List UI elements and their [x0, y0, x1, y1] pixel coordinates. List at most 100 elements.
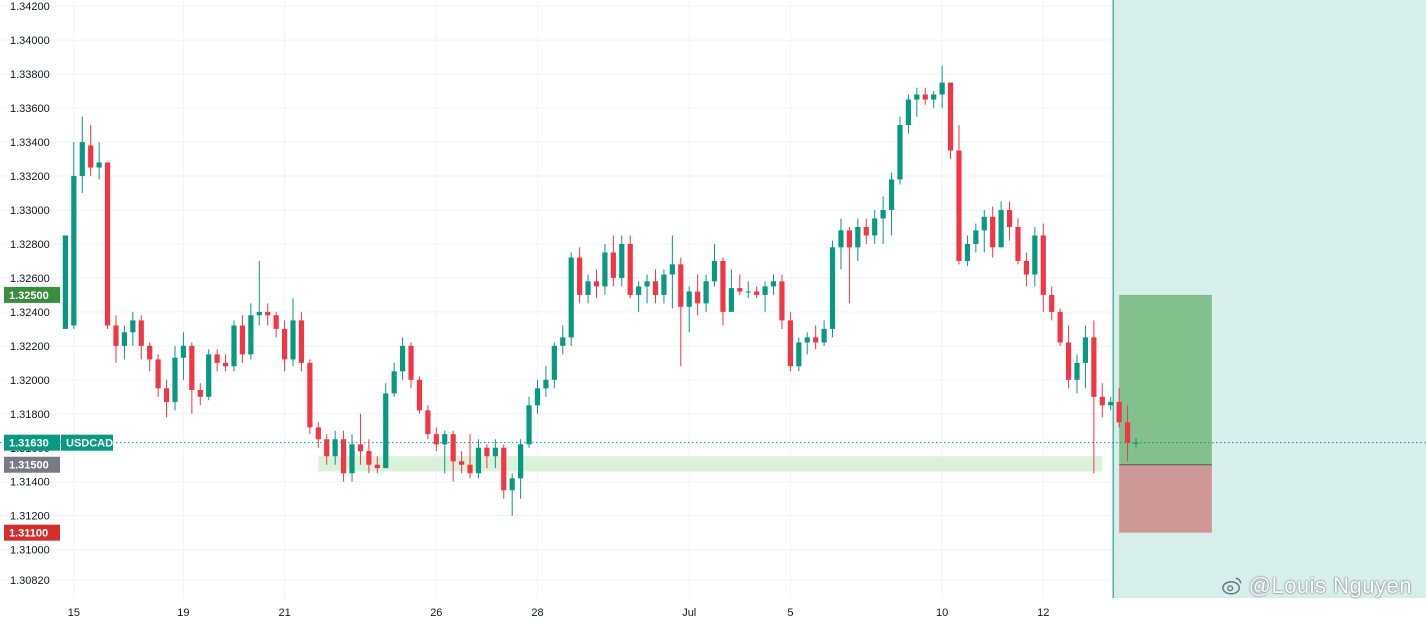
- candle-body: [1116, 401, 1122, 423]
- candle-body: [492, 447, 498, 457]
- candle-body: [1049, 294, 1055, 312]
- candle-body: [956, 150, 962, 261]
- y-tick-label: 1.34200: [10, 1, 50, 13]
- y-tick-label: 1.31200: [10, 511, 50, 523]
- level-badge: 1.31100: [9, 528, 48, 540]
- candle-body: [256, 311, 262, 316]
- candle-body: [779, 281, 785, 321]
- candle-body: [770, 281, 777, 287]
- candle-body: [661, 274, 667, 295]
- candle-body: [543, 379, 549, 389]
- candle-body: [1057, 311, 1063, 343]
- candle-body: [720, 260, 726, 312]
- x-tick-label: 21: [278, 607, 290, 619]
- target-zone: [1119, 294, 1212, 465]
- candle-body: [349, 444, 355, 474]
- candle-body: [248, 315, 254, 355]
- candle-body: [442, 434, 448, 445]
- candle-body: [96, 162, 102, 168]
- candle-body: [104, 162, 111, 326]
- candle-body: [163, 388, 170, 402]
- y-tick-label: 1.31400: [10, 477, 50, 489]
- candle-body: [332, 439, 338, 457]
- candle-body: [787, 320, 793, 367]
- candle-body: [357, 444, 364, 452]
- x-tick-label: 26: [430, 607, 442, 619]
- candle-body: [931, 94, 937, 100]
- candle-body: [990, 216, 996, 248]
- candle-body: [383, 393, 389, 469]
- candle-body: [416, 379, 423, 411]
- candle-body: [829, 247, 836, 329]
- candle-body: [1124, 422, 1131, 443]
- x-tick-label: 12: [1037, 607, 1049, 619]
- level-badge-bg: [4, 524, 60, 541]
- stop-zone: [1119, 464, 1212, 533]
- candle-body: [189, 345, 195, 391]
- candle-body: [762, 286, 768, 295]
- candle-body: [231, 325, 237, 367]
- candle-body: [265, 311, 271, 316]
- candle-body: [703, 281, 709, 304]
- candle-body: [1065, 342, 1072, 380]
- symbol-badge-bg: [61, 434, 113, 451]
- candle-body: [905, 99, 911, 126]
- candle-body: [1006, 209, 1013, 227]
- y-tick-label: 1.33400: [10, 137, 50, 149]
- candle-body: [433, 434, 439, 445]
- candle-body: [821, 328, 827, 343]
- x-axis: 15 19 21 26 28 Jul 5 10 12: [68, 607, 1050, 619]
- candle-body: [374, 464, 380, 469]
- candle-body: [560, 337, 566, 346]
- y-tick-label: 1.32600: [10, 273, 50, 285]
- candle-body: [838, 230, 844, 248]
- candle-body: [450, 434, 456, 462]
- candle-body: [644, 281, 650, 287]
- candle-body: [180, 345, 187, 358]
- candle-body: [518, 444, 524, 479]
- candle-body: [79, 142, 85, 177]
- y-tick-label: 1.34000: [10, 35, 50, 47]
- candle-body: [475, 447, 482, 474]
- candle-body: [509, 478, 515, 491]
- candle-body: [222, 362, 229, 367]
- price-badges: 1.32500 1.31500 1.31100 1.31630 USDCAD: [4, 286, 113, 541]
- candle-body: [467, 464, 473, 474]
- candle-body: [501, 447, 507, 491]
- candle-body: [813, 337, 819, 343]
- candle-body: [619, 243, 625, 278]
- candle-body: [652, 281, 659, 295]
- candle-body: [408, 345, 414, 380]
- x-tick-label: 10: [936, 607, 948, 619]
- x-tick-label: 5: [787, 607, 793, 619]
- y-tick-label: 1.33600: [10, 103, 50, 115]
- candle-body: [846, 230, 852, 248]
- candle-body: [973, 230, 979, 244]
- candle-body: [1108, 401, 1114, 406]
- candle-body: [239, 325, 246, 355]
- candle-body: [214, 354, 220, 363]
- candle-body: [1074, 362, 1080, 380]
- candles: [62, 65, 1139, 516]
- candle-body: [281, 328, 288, 360]
- candle-body: [695, 291, 701, 304]
- y-tick-label: 1.30820: [10, 575, 50, 587]
- candle-body: [922, 94, 928, 100]
- candle-body: [130, 320, 136, 333]
- candle-body: [121, 332, 128, 346]
- candle-body: [610, 252, 616, 278]
- candle-body: [366, 451, 372, 465]
- y-tick-label: 1.32000: [10, 375, 50, 387]
- candle-body: [888, 179, 895, 210]
- candle-body: [568, 257, 574, 338]
- candle-body: [62, 235, 68, 329]
- candle-body: [172, 357, 178, 402]
- y-tick-label: 1.32200: [10, 341, 50, 353]
- candle-body: [551, 345, 557, 380]
- candle-body: [425, 410, 431, 435]
- y-tick-label: 1.33200: [10, 171, 50, 183]
- x-tick-label: Jul: [682, 607, 696, 619]
- candle-body: [947, 82, 954, 151]
- candle-body: [315, 427, 321, 440]
